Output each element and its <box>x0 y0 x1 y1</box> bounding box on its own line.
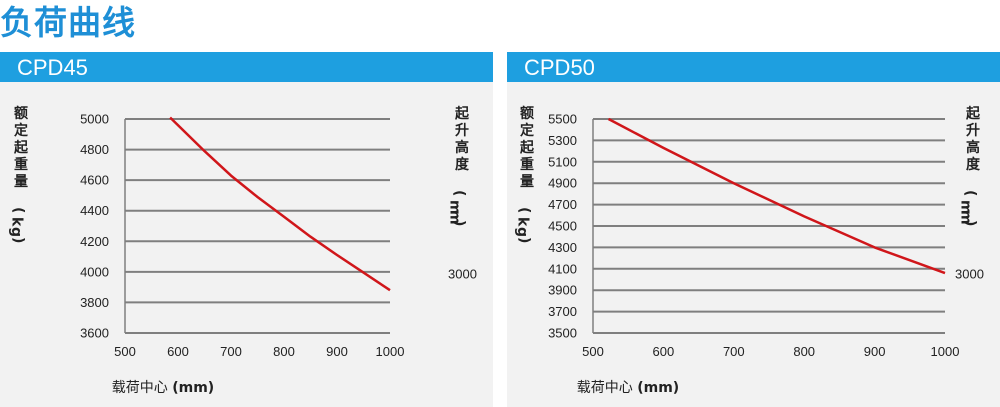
series-line <box>169 116 391 292</box>
y-tick-label: 5300 <box>548 133 577 148</box>
x-tick-label: 900 <box>864 344 886 359</box>
x-tick-label: 900 <box>326 344 348 359</box>
x-tick-label: 600 <box>653 344 675 359</box>
y-tick-label: 4600 <box>80 173 109 188</box>
y-tick-label: 4000 <box>80 264 109 279</box>
x-tick-label: 700 <box>220 344 242 359</box>
x-tick-label: 700 <box>723 344 745 359</box>
chart-title: CPD45 <box>0 52 493 82</box>
x-tick-label: 500 <box>582 344 604 359</box>
y-tick-label: 5500 <box>548 112 577 127</box>
load-chart-cpd45: 3600 3800 4000 4200 4400 4600 4800 5000 500 600 70… <box>8 105 477 396</box>
x-tick-label: 600 <box>167 344 189 359</box>
page-title: 负荷曲线 <box>0 3 136 42</box>
x-axis-label: 载荷中心 (mm) <box>112 380 214 396</box>
y-axis-label: 额定起重量(k g) <box>8 105 29 243</box>
series-line <box>607 117 946 275</box>
y-tick-label: 4200 <box>80 234 109 249</box>
y-axis-label: 额定起重量(k g) <box>514 105 535 243</box>
chart-title: CPD50 <box>507 52 1000 82</box>
x-tick-label: 1000 <box>931 344 960 359</box>
series-label: 3000 <box>955 267 984 282</box>
y-tick-label: 4100 <box>548 261 577 276</box>
y2-axis-label: 起升高度(m m) <box>958 105 981 226</box>
y-tick-label: 3700 <box>548 304 577 319</box>
x-tick-label: 500 <box>114 344 136 359</box>
y-tick-label: 4500 <box>548 219 577 234</box>
chart-panel-cpd50: CPD50 3500 3700 3900 4100 4300 4500 4700 4900 51… <box>507 52 1000 407</box>
y-tick-label: 4400 <box>80 203 109 218</box>
x-tick-label: 1000 <box>376 344 405 359</box>
y-tick-label: 5100 <box>548 154 577 169</box>
y-tick-label: 4300 <box>548 240 577 255</box>
x-tick-label: 800 <box>273 344 295 359</box>
x-tick-label: 800 <box>793 344 815 359</box>
y-tick-label: 3800 <box>80 295 109 310</box>
y-tick-label: 4800 <box>80 142 109 157</box>
series-label: 3000 <box>448 267 477 282</box>
y2-axis-label: 起升高度(m m) <box>447 105 470 226</box>
y-tick-label: 5000 <box>80 112 109 127</box>
y-tick-label: 3600 <box>80 326 109 341</box>
y-tick-label: 3900 <box>548 283 577 298</box>
y-tick-label: 3500 <box>548 326 577 341</box>
load-chart-cpd50: 3500 3700 3900 4100 4300 4500 4700 4900 5100 5300… <box>514 105 984 396</box>
y-tick-label: 4900 <box>548 176 577 191</box>
y-tick-label: 4700 <box>548 197 577 212</box>
x-axis-label: 载荷中心 (mm) <box>577 380 679 396</box>
chart-panel-cpd45: CPD45 3600 3800 4000 4200 4400 4600 4800 5000 50… <box>0 52 493 407</box>
